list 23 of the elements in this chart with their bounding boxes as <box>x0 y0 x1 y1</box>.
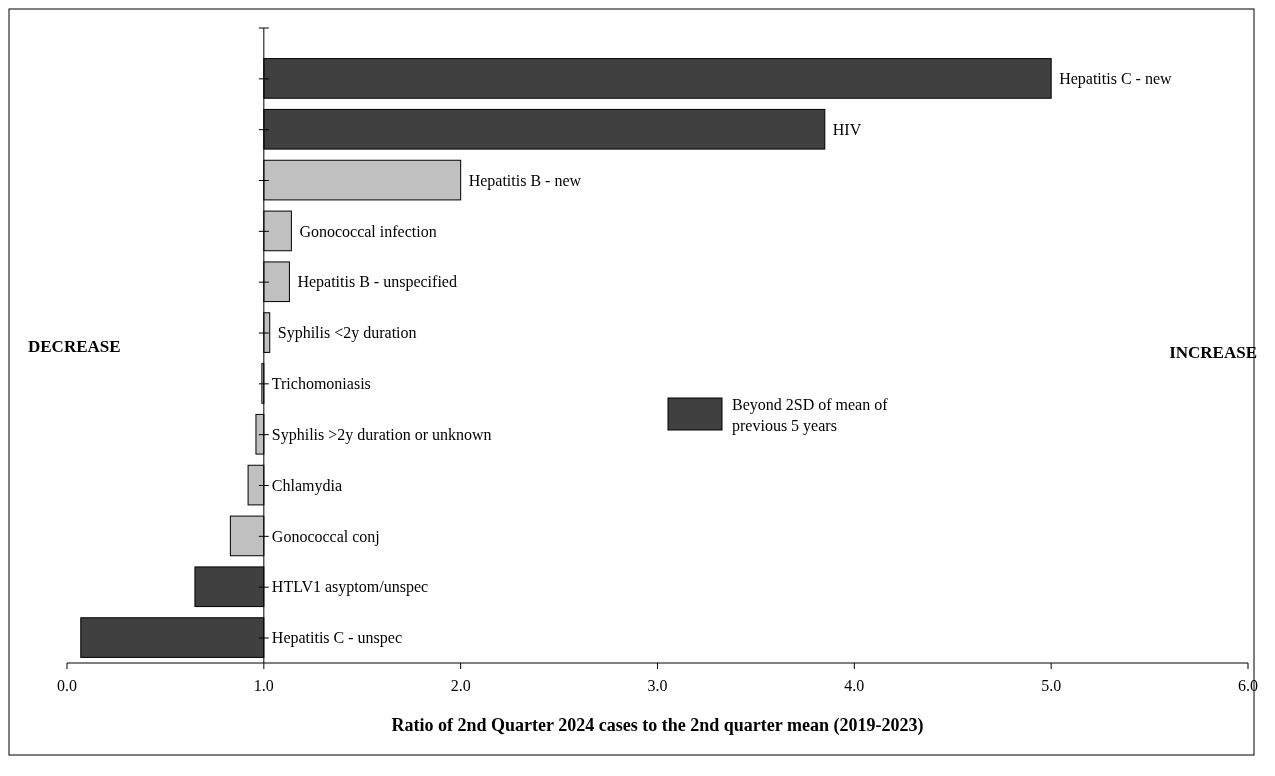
y-tick-label: HTLV1 asyptom/unspec <box>271 578 429 597</box>
y-tick-label: Hepatitis C - new <box>1059 70 1173 89</box>
x-axis-title: Ratio of 2nd Quarter 2024 cases to the 2nd quarter mean (2019-2023) <box>391 715 924 736</box>
y-tick-label: Syphilis >2y duration or unknown <box>271 425 492 444</box>
x-tick-label: 5.0 <box>1041 677 1062 694</box>
y-tick-label: Syphilis <2y duration <box>277 324 417 343</box>
y-tick-label: HIV <box>832 120 862 138</box>
y-tick-label: Gonococcal conj <box>271 527 380 546</box>
x-tick-label: 2.0 <box>450 677 471 694</box>
annotation: DECREASE <box>28 337 121 356</box>
y-tick-label: Chlamydia <box>271 476 343 495</box>
y-tick-label: Hepatitis B - unspecified <box>297 273 457 292</box>
y-tick-label: Hepatitis B - new <box>468 171 582 190</box>
x-tick-label: 6.0 <box>1238 677 1258 694</box>
x-tick-label: 0.0 <box>57 677 77 694</box>
y-tick-label: Trichomoniasis <box>271 375 371 393</box>
x-tick-label: 1.0 <box>253 677 274 694</box>
x-tick-label: 3.0 <box>647 677 668 694</box>
y-tick-label: Gonococcal infection <box>299 222 437 240</box>
x-tick-label: 4.0 <box>844 677 865 694</box>
legend-label: Beyond 2SD of mean of previous 5 years <box>732 396 889 435</box>
y-tick-label: Hepatitis C - unspec <box>271 629 403 648</box>
annotation: INCREASE <box>1169 343 1257 362</box>
